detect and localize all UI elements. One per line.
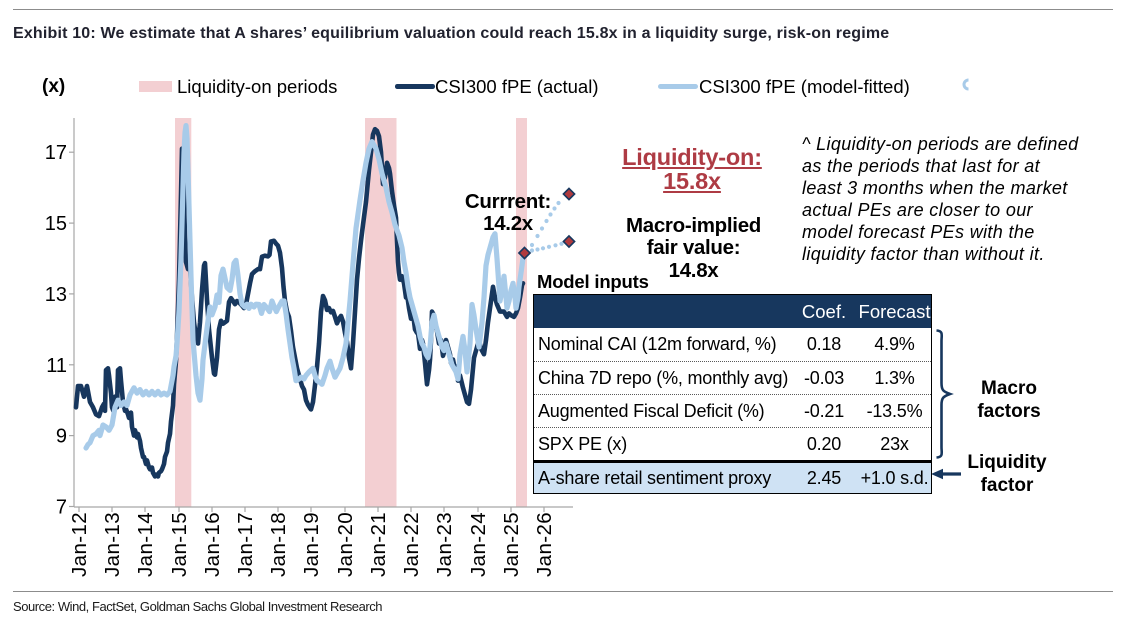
svg-text:Jan-18: Jan-18 [267, 512, 290, 577]
svg-text:Jan-23: Jan-23 [433, 512, 456, 577]
svg-text:15: 15 [45, 213, 67, 235]
svg-text:Jan-25: Jan-25 [500, 512, 523, 577]
svg-text:Jan-15: Jan-15 [168, 512, 191, 577]
svg-text:Jan-19: Jan-19 [300, 512, 323, 577]
svg-text:9: 9 [56, 426, 67, 448]
svg-text:13: 13 [45, 284, 67, 306]
svg-text:Jan-13: Jan-13 [101, 512, 124, 577]
svg-text:Jan-16: Jan-16 [201, 512, 224, 577]
svg-text:11: 11 [46, 355, 67, 377]
svg-text:Jan-17: Jan-17 [234, 512, 257, 577]
svg-text:Jan-12: Jan-12 [68, 512, 91, 577]
svg-text:Jan-26: Jan-26 [533, 512, 556, 577]
svg-text:Jan-21: Jan-21 [367, 512, 390, 577]
svg-text:Jan-20: Jan-20 [334, 512, 357, 577]
svg-text:Jan-14: Jan-14 [134, 512, 157, 577]
svg-text:17: 17 [45, 142, 67, 164]
svg-text:7: 7 [56, 497, 67, 519]
svg-text:Jan-24: Jan-24 [467, 512, 490, 577]
svg-text:Jan-22: Jan-22 [400, 512, 423, 577]
